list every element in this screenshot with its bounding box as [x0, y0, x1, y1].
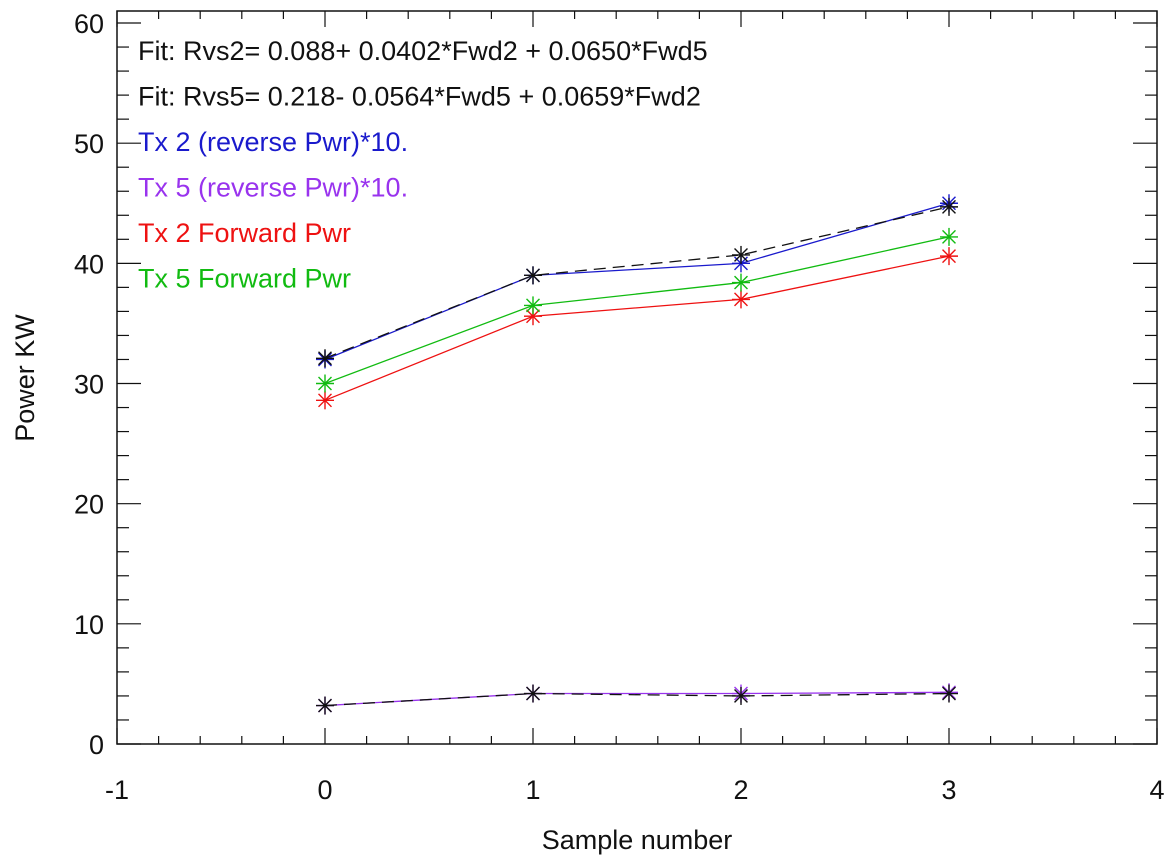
series-3 [316, 197, 958, 368]
data-point [524, 684, 542, 703]
plot-frame [116, 10, 1158, 745]
y-tick-label: 0 [89, 730, 104, 760]
data-point [732, 245, 750, 264]
series-4 [316, 683, 958, 715]
data-point [732, 686, 750, 705]
series-line [324, 255, 950, 401]
x-tick-label: 4 [1149, 775, 1164, 805]
x-tick-label: 1 [525, 775, 540, 805]
series-line [324, 236, 950, 385]
annotations: Fit: Rvs2= 0.088+ 0.0402*Fwd2 + 0.0650*F… [138, 36, 708, 294]
axis-ticks [116, 11, 1158, 745]
y-tick-label: 30 [74, 370, 104, 400]
series-line [324, 206, 950, 359]
data-point [524, 266, 542, 285]
data-point [732, 273, 750, 292]
data-point [316, 391, 334, 410]
data-point [940, 197, 958, 216]
x-tick-label: 2 [733, 775, 748, 805]
data-point [316, 349, 334, 368]
series-5 [316, 684, 958, 715]
data-point [940, 247, 958, 266]
annotation-2: Tx 2 (reverse Pwr)*10. [138, 127, 408, 157]
data-point [524, 296, 542, 315]
annotation-4: Tx 2 Forward Pwr [138, 218, 351, 248]
series-line [324, 692, 950, 707]
series-1 [316, 227, 958, 393]
data-point [732, 290, 750, 309]
data-point [316, 696, 334, 715]
annotation-3: Tx 5 (reverse Pwr)*10. [138, 173, 408, 203]
x-tick-label: 3 [941, 775, 956, 805]
series-0 [316, 247, 958, 410]
y-tick-label: 60 [74, 9, 104, 39]
series-line [324, 202, 950, 361]
y-tick-label: 40 [74, 249, 104, 279]
y-tick-label: 10 [74, 610, 104, 640]
y-tick-label: 20 [74, 490, 104, 520]
y-axis-title: Power KW [10, 314, 40, 442]
annotation-1: Fit: Rvs5= 0.218- 0.0564*Fwd5 + 0.0659*F… [138, 82, 701, 112]
data-point [524, 307, 542, 326]
annotation-0: Fit: Rvs2= 0.088+ 0.0402*Fwd2 + 0.0650*F… [138, 36, 708, 66]
data-point [940, 684, 958, 703]
data-point [940, 227, 958, 246]
series-layer [316, 194, 958, 715]
x-axis-title: Sample number [542, 825, 733, 855]
data-point [316, 374, 334, 393]
x-tick-label: 0 [317, 775, 332, 805]
series-2 [316, 194, 958, 369]
y-tick-label: 50 [74, 129, 104, 159]
x-tick-label: -1 [105, 775, 129, 805]
annotation-5: Tx 5 Forward Pwr [138, 264, 351, 294]
